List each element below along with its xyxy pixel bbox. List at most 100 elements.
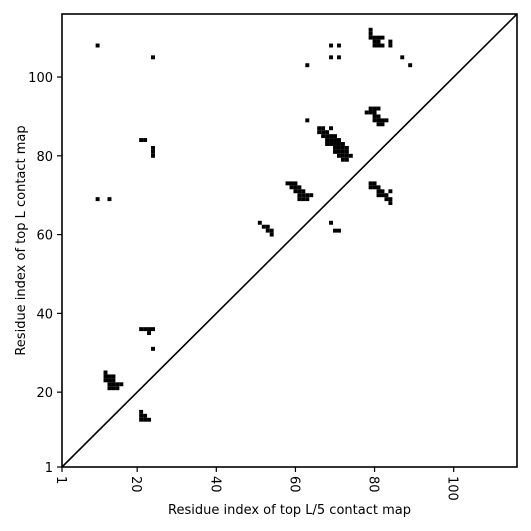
contact-point [107, 382, 112, 387]
x-tick-label: 100 [445, 476, 460, 501]
contact-point [321, 130, 326, 135]
contact-point [305, 63, 310, 68]
contact-point [340, 145, 345, 150]
contact-point [388, 39, 393, 44]
contact-point [376, 185, 381, 190]
x-tick-label: 1 [53, 476, 68, 484]
contact-point [301, 193, 306, 198]
contact-point [297, 193, 302, 198]
contact-point [139, 138, 144, 143]
contact-point [372, 185, 377, 190]
x-tick-label: 20 [128, 476, 143, 493]
contact-point [333, 149, 337, 154]
contact-point [115, 382, 120, 387]
contact-point [372, 106, 377, 111]
contact-point [336, 142, 341, 146]
contact-point [317, 126, 322, 131]
contact-point [325, 130, 330, 135]
contact-point [151, 346, 155, 351]
contact-point [329, 43, 334, 48]
contact-point [119, 382, 124, 387]
contact-point [151, 145, 155, 150]
contact-point [333, 142, 337, 146]
contact-point [380, 43, 385, 48]
contact-point [336, 55, 341, 60]
x-tick-label: 80 [366, 476, 381, 493]
contact-point [305, 193, 310, 198]
contact-point [107, 197, 112, 202]
contact-point [329, 55, 334, 60]
contact-point [261, 224, 266, 229]
contact-point [325, 134, 330, 139]
contact-point [340, 157, 345, 162]
contact-point [340, 153, 345, 158]
contact-point [269, 228, 274, 233]
contact-point [325, 142, 330, 146]
x-axis-label: Residue index of top L/5 contact map [168, 503, 411, 518]
contact-point [376, 35, 381, 40]
contact-point [107, 378, 112, 383]
contact-point [289, 181, 294, 186]
contact-point [285, 181, 290, 186]
contact-point [329, 134, 334, 139]
contact-point [265, 228, 270, 233]
contact-point [333, 145, 337, 150]
contact-point [321, 134, 326, 139]
contact-point [301, 189, 306, 194]
contact-point [388, 43, 393, 48]
contact-point [111, 386, 116, 391]
y-tick-label: 1 [45, 461, 53, 476]
contact-point [388, 197, 393, 202]
contact-point [143, 138, 148, 143]
contact-point [380, 122, 385, 127]
contact-point [368, 27, 373, 32]
contact-point [329, 126, 334, 131]
contact-point [376, 39, 381, 44]
contact-point [368, 35, 373, 40]
contact-point [368, 106, 373, 111]
contact-point [400, 55, 405, 60]
contact-point [376, 114, 381, 119]
contact-point [380, 189, 385, 194]
contact-point [372, 35, 377, 40]
contact-point [115, 386, 120, 391]
contact-point [103, 370, 108, 375]
contact-point [147, 417, 152, 422]
contact-point [384, 193, 389, 198]
contact-point [348, 153, 353, 158]
contact-point [297, 189, 302, 194]
contact-point [111, 374, 116, 379]
contact-point [139, 413, 144, 418]
y-tick-label: 60 [36, 229, 53, 244]
y-axis-label: Residue index of top L contact map [14, 125, 29, 355]
contact-point [151, 153, 155, 158]
contact-point [107, 386, 112, 391]
contact-point [95, 43, 100, 48]
contact-point [293, 189, 298, 194]
x-axis: 1 20 40 60 80 100 [53, 467, 460, 501]
y-axis: 1 20 40 60 80 100 [28, 71, 62, 476]
contact-point [336, 145, 341, 150]
contact-point [95, 197, 100, 202]
contact-point [364, 110, 369, 115]
contact-point [111, 378, 116, 383]
contact-point [376, 43, 381, 48]
contact-point [380, 35, 385, 40]
contact-point [297, 185, 302, 190]
contact-point [380, 193, 385, 198]
contact-point [368, 181, 373, 186]
contact-point [336, 153, 341, 158]
contact-point [333, 138, 337, 143]
contact-point [384, 118, 389, 123]
contact-point [344, 153, 349, 158]
contact-point [368, 185, 373, 190]
contact-point [305, 118, 310, 123]
contact-point [380, 118, 385, 123]
contact-point [372, 114, 377, 119]
contact-point [293, 185, 298, 190]
contact-point [329, 220, 334, 225]
contact-point [139, 409, 144, 414]
contact-point [376, 189, 381, 194]
contact-point [384, 197, 389, 202]
